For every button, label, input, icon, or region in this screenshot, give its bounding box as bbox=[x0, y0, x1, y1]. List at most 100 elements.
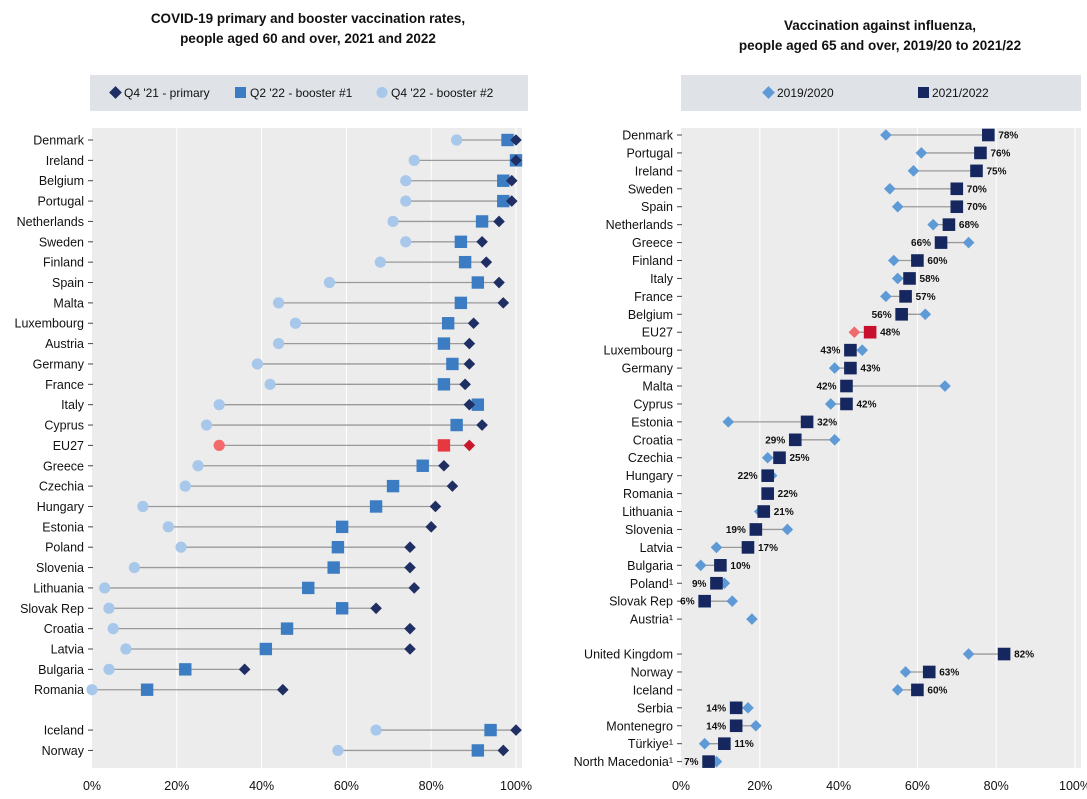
category-label: Latvia bbox=[51, 643, 84, 657]
row-spain: Spain 70% bbox=[641, 200, 987, 214]
point-2021 bbox=[761, 487, 774, 500]
category-label: Malta bbox=[642, 380, 673, 394]
data-label: 48% bbox=[880, 328, 900, 339]
data-label: 21% bbox=[774, 507, 794, 518]
category-label: Bulgaria bbox=[627, 559, 673, 573]
primary-point bbox=[510, 134, 522, 146]
flu-plot-area bbox=[681, 128, 1081, 768]
row-poland: Poland¹ 9% bbox=[630, 577, 731, 591]
data-label: 43% bbox=[820, 346, 840, 357]
primary-point bbox=[510, 154, 522, 167]
category-label: Spain bbox=[641, 200, 673, 214]
point-2019 bbox=[828, 362, 841, 374]
data-label: 22% bbox=[738, 471, 758, 482]
category-label: Finland bbox=[632, 254, 673, 268]
primary-point bbox=[238, 663, 251, 676]
category-label: France bbox=[45, 378, 84, 392]
point-2019 bbox=[828, 434, 841, 446]
booster2-point bbox=[120, 643, 132, 655]
primary-point bbox=[463, 398, 476, 411]
booster2-point bbox=[103, 663, 115, 675]
flu-legend-box bbox=[681, 75, 1081, 111]
booster2-point bbox=[192, 460, 204, 472]
data-label: 6% bbox=[680, 597, 695, 608]
primary-point bbox=[467, 317, 480, 330]
point-2019 bbox=[761, 451, 774, 464]
booster1-point bbox=[458, 255, 472, 269]
primary-point bbox=[505, 195, 518, 207]
category-label: Greece bbox=[632, 236, 673, 250]
booster2-point bbox=[264, 378, 276, 390]
category-label: Slovak Rep bbox=[20, 602, 84, 616]
data-label: 22% bbox=[778, 489, 798, 500]
legend-primary-label: Q4 '21 - primary bbox=[124, 86, 210, 100]
row-bulgaria: Bulgaria bbox=[38, 663, 251, 677]
booster1-point bbox=[497, 194, 510, 208]
data-label: 76% bbox=[990, 148, 1010, 159]
point-2021 bbox=[899, 290, 912, 303]
x-tick-label: 60% bbox=[905, 779, 930, 793]
booster1-point bbox=[484, 723, 497, 737]
booster1-point bbox=[331, 541, 345, 554]
point-2021 bbox=[714, 559, 727, 572]
category-label: Finland bbox=[43, 256, 84, 270]
row-denmark: Denmark bbox=[33, 134, 522, 148]
row-croatia: Croatia bbox=[44, 622, 416, 636]
data-label: 19% bbox=[726, 525, 746, 536]
flu-chart-title: Vaccination against influenza, bbox=[784, 18, 976, 33]
booster2-point bbox=[332, 744, 344, 757]
flu-chart-subtitle: people aged 65 and over, 2019/20 to 2021… bbox=[739, 38, 1021, 53]
covid-rows: Denmark Ireland Belgium Portugal Netherlands… bbox=[15, 134, 523, 758]
booster2-point bbox=[213, 439, 225, 451]
row-france: France bbox=[45, 378, 471, 392]
category-label: Romania bbox=[623, 487, 673, 501]
data-label: 42% bbox=[856, 399, 876, 410]
category-label: Italy bbox=[61, 398, 85, 412]
row-latvia: Latvia 17% bbox=[640, 541, 778, 555]
booster2-point bbox=[200, 419, 213, 431]
row-finland: Finland 60% bbox=[632, 254, 948, 268]
point-2019 bbox=[962, 648, 975, 660]
row-netherlands: Netherlands 68% bbox=[606, 218, 979, 232]
covid-legend: Q4 '21 - primary Q2 '22 - booster #1 Q4 … bbox=[109, 86, 494, 100]
row-denmark: Denmark 78% bbox=[622, 129, 1018, 143]
category-label: France bbox=[634, 290, 673, 304]
row-estonia: Estonia bbox=[42, 520, 437, 534]
row-romania: Romania bbox=[34, 683, 289, 697]
booster1-point bbox=[437, 337, 451, 350]
booster1-point bbox=[450, 418, 463, 432]
booster2-point bbox=[408, 154, 420, 166]
point-2019 bbox=[907, 165, 920, 177]
x-tick-label: 20% bbox=[164, 779, 189, 793]
row-cyprus: Cyprus 42% bbox=[633, 397, 876, 411]
primary-point bbox=[476, 236, 488, 248]
row-serbia: Serbia 14% bbox=[637, 701, 754, 715]
row-slovak-rep: Slovak Rep 6% bbox=[609, 595, 739, 609]
point-2019 bbox=[848, 326, 861, 339]
point-2021 bbox=[942, 218, 956, 231]
point-2021 bbox=[844, 361, 857, 375]
category-label: Czechia bbox=[628, 451, 673, 465]
x-tick-label: 80% bbox=[419, 779, 444, 793]
row-estonia: Estonia 32% bbox=[631, 415, 837, 429]
point-2019 bbox=[919, 308, 932, 321]
primary-point bbox=[463, 439, 476, 452]
category-label: Latvia bbox=[640, 541, 673, 555]
flu-chart: Vaccination against influenza, people ag… bbox=[574, 18, 1087, 793]
point-2021 bbox=[950, 200, 964, 214]
booster2-point bbox=[387, 215, 399, 228]
row-belgium: Belgium 56% bbox=[628, 308, 932, 322]
booster1-point bbox=[386, 479, 400, 493]
primary-point bbox=[277, 683, 289, 696]
point-2021 bbox=[982, 128, 995, 142]
category-label: Sweden bbox=[39, 235, 84, 249]
point-2019 bbox=[891, 684, 904, 696]
category-label: Iceland bbox=[44, 724, 84, 738]
category-label: Portugal bbox=[626, 146, 673, 160]
point-2021 bbox=[934, 236, 948, 249]
covid-chart-subtitle: people aged 60 and over, 2021 and 2022 bbox=[180, 31, 436, 46]
covid-plot-area bbox=[92, 128, 522, 768]
data-label: 17% bbox=[758, 543, 778, 554]
row-united-kingdom: United Kingdom 82% bbox=[584, 648, 1034, 662]
